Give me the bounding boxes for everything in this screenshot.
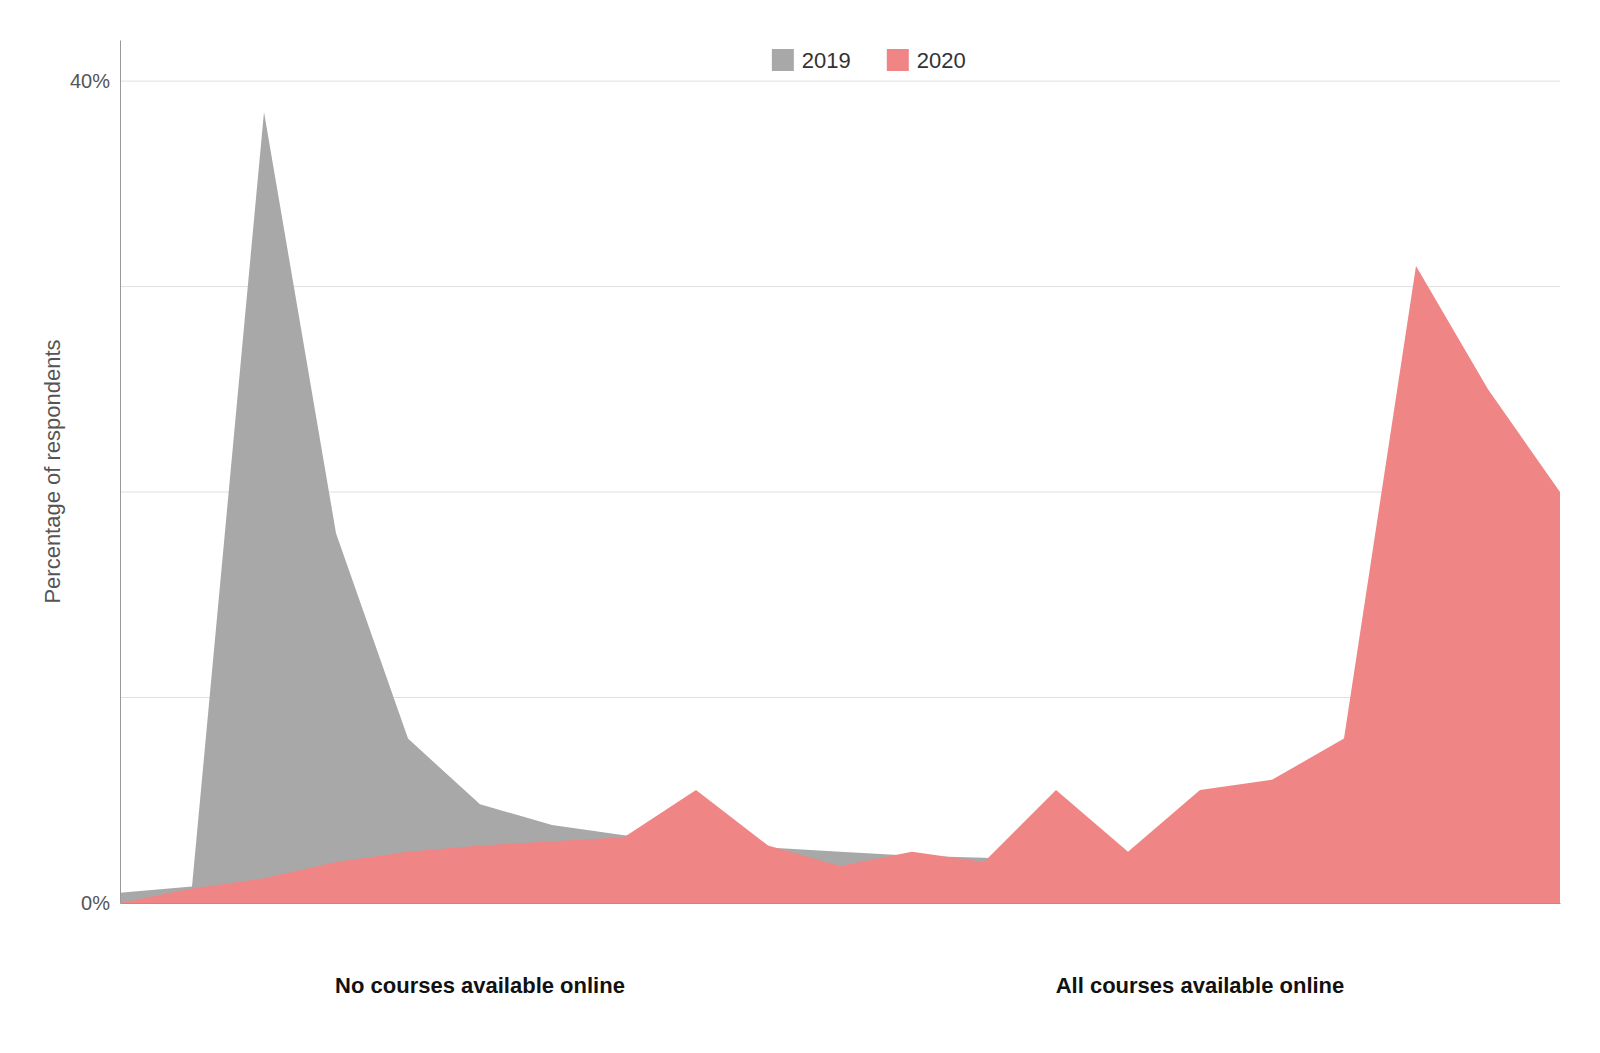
legend-item: 2020 <box>887 48 966 73</box>
y-axis-title: Percentage of respondents <box>40 339 65 603</box>
legend-label: 2019 <box>802 48 851 73</box>
legend-label: 2020 <box>917 48 966 73</box>
grid-line <box>120 492 1560 493</box>
grid <box>120 81 1560 903</box>
y-tick-label: 0% <box>81 892 110 914</box>
y-tick: 40% <box>70 70 120 92</box>
y-axis-line <box>120 41 121 904</box>
areas <box>120 112 1560 903</box>
annotation: All courses available online <box>1056 973 1345 998</box>
annotation: No courses available online <box>335 973 625 998</box>
y-tick: 0% <box>81 892 120 914</box>
plot: 0% 40% <box>70 41 1561 914</box>
legend-item: 2019 <box>772 48 851 73</box>
area <box>120 112 1560 903</box>
legend-swatch <box>887 49 909 71</box>
legend: 2019 2020 <box>772 48 966 73</box>
legend-swatch <box>772 49 794 71</box>
area <box>120 266 1560 903</box>
x-axis-line <box>121 903 1561 904</box>
y-axis: 0% 40% <box>70 41 121 914</box>
y-tick-label: 40% <box>70 70 110 92</box>
grid-line <box>120 81 1560 82</box>
grid-line <box>120 286 1560 287</box>
x-axis <box>121 903 1561 904</box>
chart: 0% 40% Percentage of respondents No courses… <box>0 0 1600 1053</box>
